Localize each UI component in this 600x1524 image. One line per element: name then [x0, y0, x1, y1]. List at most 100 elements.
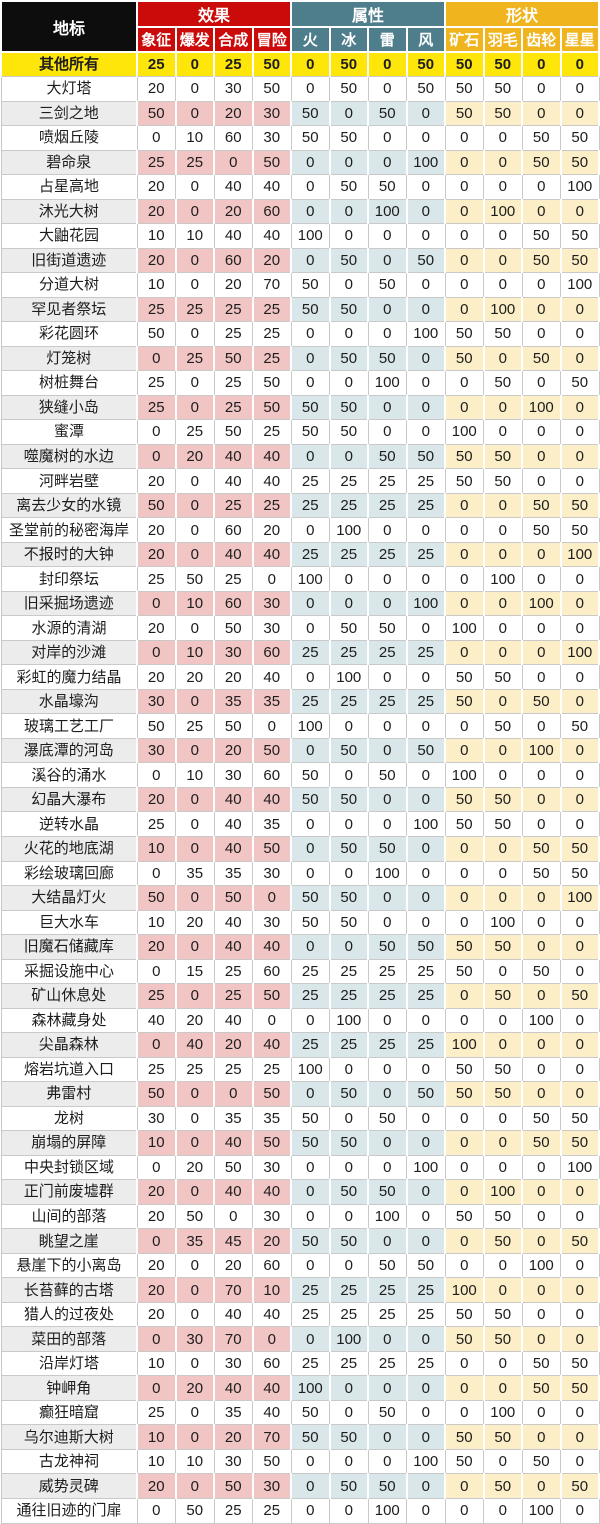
stat-value-cell: 0 — [290, 76, 330, 102]
stat-value-cell: 10 — [251, 1277, 292, 1303]
stat-value-cell: 0 — [521, 419, 561, 445]
stat-value-cell: 50 — [213, 419, 253, 445]
stat-value-cell: 10 — [136, 1448, 176, 1475]
stat-value-cell: 0 — [444, 149, 485, 176]
landmark-name-cell: 三剑之地 — [0, 100, 138, 127]
stat-value-cell: 0 — [406, 272, 446, 298]
stat-value-cell: 0 — [559, 1081, 600, 1107]
stat-value-cell: 0 — [482, 541, 523, 568]
stat-value-cell: 50 — [521, 688, 562, 715]
stat-value-cell: 0 — [136, 1326, 177, 1352]
stat-value-cell: 25 — [252, 321, 292, 347]
stat-value-cell: 30 — [252, 1203, 292, 1230]
stat-value-cell: 60 — [251, 198, 292, 225]
group-header-attribute: 属性 — [290, 0, 446, 28]
stat-value-cell: 100 — [329, 1007, 369, 1034]
stat-value-cell: 40 — [213, 1130, 254, 1156]
stat-value-cell: 30 — [136, 1105, 176, 1132]
stat-value-cell: 40 — [252, 174, 292, 200]
stat-value-cell: 0 — [290, 1448, 330, 1475]
stat-value-cell: 0 — [560, 1399, 600, 1426]
stat-value-cell: 40 — [252, 664, 292, 690]
stat-value-cell: 0 — [174, 51, 215, 78]
stat-value-cell: 0 — [406, 664, 446, 690]
stat-value-cell: 35 — [251, 688, 292, 715]
table-row: 水晶壕沟 30 0 35 35 25 25 25 25 50 0 50 0 — [0, 688, 600, 715]
landmark-name-cell: 乌尔迪斯大树 — [0, 1424, 138, 1450]
stat-value-cell: 50 — [444, 1326, 485, 1352]
stat-value-cell: 0 — [406, 370, 446, 396]
stat-value-cell: 50 — [560, 125, 600, 151]
stat-value-cell: 0 — [367, 1007, 407, 1034]
stat-value-cell: 40 — [251, 541, 292, 568]
stat-value-cell: 100 — [521, 737, 562, 764]
landmark-name-cell: 长苔藓的古塔 — [0, 1277, 138, 1303]
table-row: 分道大树 10 0 20 70 50 0 50 0 0 0 0 100 — [0, 272, 600, 298]
stat-value-cell: 0 — [136, 1154, 176, 1181]
stat-value-cell: 0 — [482, 394, 523, 421]
stat-value-cell: 0 — [405, 1179, 446, 1205]
stat-value-cell: 40 — [213, 836, 254, 862]
stat-value-cell: 50 — [328, 885, 369, 911]
stat-value-cell: 25 — [406, 958, 446, 985]
stat-value-cell: 0 — [521, 1032, 562, 1058]
stat-value-cell: 0 — [174, 885, 215, 911]
stat-value-cell: 25 — [328, 1032, 369, 1058]
stat-value-cell: 50 — [559, 1130, 600, 1156]
stat-value-cell: 40 — [213, 1007, 253, 1034]
stat-value-cell: 0 — [174, 688, 215, 715]
column-header-feather: 羽毛 — [482, 26, 523, 53]
table-row: 灯笼树 0 25 50 25 0 50 50 0 50 0 50 0 — [0, 345, 600, 372]
stat-value-cell: 0 — [290, 860, 330, 887]
stat-value-cell: 0 — [559, 688, 600, 715]
stat-value-cell: 25 — [213, 321, 253, 347]
stat-value-cell: 25 — [367, 1301, 407, 1328]
stat-value-cell: 50 — [444, 934, 485, 960]
stat-value-cell: 0 — [482, 247, 523, 274]
landmark-name-cell: 旧采掘场遗迹 — [0, 590, 138, 617]
stat-value-cell: 10 — [175, 125, 215, 151]
stat-value-cell: 0 — [483, 1252, 523, 1279]
table-row: 乌尔迪斯大树 10 0 20 70 50 50 0 0 50 50 0 0 — [0, 1424, 600, 1450]
stat-value-cell: 20 — [136, 1473, 177, 1499]
stat-value-cell: 50 — [560, 860, 600, 887]
landmark-name-cell: 熔岩坑道入口 — [0, 1056, 138, 1083]
stat-value-cell: 20 — [136, 76, 176, 102]
stat-value-cell: 0 — [483, 174, 523, 200]
stat-value-cell: 0 — [406, 1399, 446, 1426]
stat-value-cell: 0 — [406, 223, 446, 249]
stat-value-cell: 0 — [559, 1032, 600, 1058]
stat-value-cell: 40 — [213, 811, 253, 837]
stat-value-cell: 0 — [444, 1179, 485, 1205]
table-row: 旧魔石储藏库 20 0 40 40 0 0 50 50 50 50 0 0 — [0, 934, 600, 960]
landmark-name-cell: 彩虹的魔力结晶 — [0, 664, 138, 690]
table-row: 沿岸灯塔 10 0 30 60 25 25 25 25 0 0 50 50 — [0, 1350, 600, 1377]
stat-value-cell: 50 — [559, 1228, 600, 1254]
table-row: 正门前废墟群 20 0 40 40 0 50 50 0 0 100 0 0 — [0, 1179, 600, 1205]
stat-value-cell: 50 — [483, 1056, 523, 1083]
stat-value-cell: 0 — [559, 1277, 600, 1303]
stat-value-cell: 25 — [213, 983, 254, 1009]
stat-value-cell: 0 — [444, 1399, 484, 1426]
stat-value-cell: 0 — [559, 100, 600, 127]
stat-value-cell: 50 — [290, 885, 331, 911]
column-header-star: 星星 — [559, 26, 600, 53]
landmark-name-cell: 大灯塔 — [0, 76, 138, 102]
stat-value-cell: 40 — [251, 1375, 292, 1401]
stat-value-cell: 25 — [290, 1032, 331, 1058]
landmark-name-cell: 罕见者祭坛 — [0, 296, 138, 323]
stat-value-cell: 0 — [560, 1252, 600, 1279]
column-header-synthesis: 合成 — [213, 26, 254, 53]
stat-value-cell: 0 — [405, 1228, 446, 1254]
stat-value-cell: 0 — [406, 1056, 446, 1083]
stat-value-cell: 50 — [136, 713, 176, 739]
stat-value-cell: 0 — [136, 1228, 177, 1254]
stat-value-cell: 50 — [251, 1081, 292, 1107]
stat-value-cell: 20 — [136, 1301, 176, 1328]
stat-value-cell: 25 — [136, 1399, 176, 1426]
stat-value-cell: 50 — [405, 934, 446, 960]
stat-value-cell: 50 — [444, 1424, 485, 1450]
stat-value-cell: 50 — [560, 223, 600, 249]
column-header-burst: 爆发 — [174, 26, 215, 53]
stat-value-cell: 0 — [444, 1350, 484, 1377]
